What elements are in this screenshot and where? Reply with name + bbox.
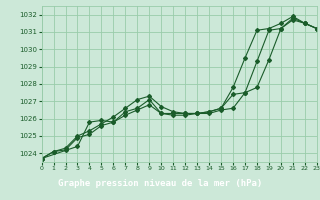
Text: Graphe pression niveau de la mer (hPa): Graphe pression niveau de la mer (hPa)	[58, 178, 262, 188]
